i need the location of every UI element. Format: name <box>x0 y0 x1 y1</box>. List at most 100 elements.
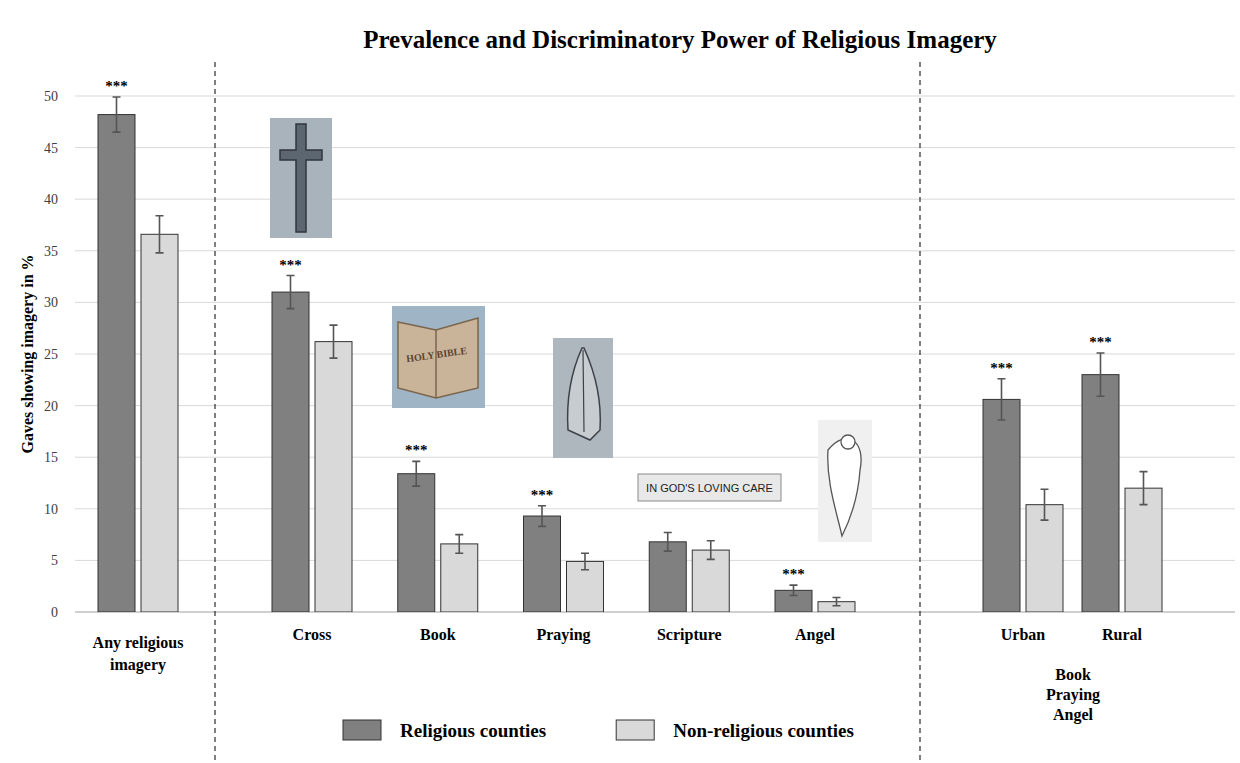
error-bar <box>790 585 798 595</box>
error-bar <box>1041 489 1049 520</box>
hands-shape <box>568 348 601 440</box>
hands-icon <box>553 338 613 458</box>
hands-line <box>583 350 584 432</box>
grid-line <box>75 250 1235 251</box>
legend-swatch <box>343 720 381 740</box>
bars <box>98 97 1162 612</box>
section-label: BookPrayingAngel <box>1046 666 1100 724</box>
scripture-icon <box>638 474 781 501</box>
label-line: Angel <box>1053 706 1094 724</box>
grid-line <box>75 96 1235 97</box>
error-bar <box>581 553 589 570</box>
legend-swatch <box>616 720 654 740</box>
bar <box>315 342 352 612</box>
error-bar <box>113 97 121 132</box>
error-bar <box>538 506 546 527</box>
y-tick-label: 20 <box>44 399 58 414</box>
bar <box>272 292 309 612</box>
legend-label: Religious counties <box>400 720 546 741</box>
bar <box>983 399 1020 612</box>
grid-line <box>75 199 1235 200</box>
grid-line <box>75 147 1235 148</box>
label-line: Rural <box>1102 626 1143 643</box>
bar <box>1082 375 1119 612</box>
y-tick-label: 45 <box>44 141 58 156</box>
category-label: Urban <box>1001 626 1046 643</box>
y-tick-label: 40 <box>44 192 58 207</box>
y-tick-label: 0 <box>51 605 58 620</box>
error-bar <box>664 533 672 552</box>
book-text: HOLY BIBLE <box>405 345 467 364</box>
error-bar <box>1140 472 1148 505</box>
category-label: Book <box>420 626 456 643</box>
label-line: Praying <box>536 626 590 644</box>
category-label: Angel <box>795 626 836 644</box>
chart: 0 5 10 15 20 25 30 35 40 45 50 Prevalence and Discr… <box>0 0 1240 763</box>
cross-shape <box>280 124 322 232</box>
error-bar <box>330 325 338 358</box>
error-bar <box>998 379 1006 420</box>
title: Prevalence and Discriminatory Power of R… <box>363 26 997 53</box>
bar <box>98 115 135 612</box>
angel-icon <box>818 420 872 542</box>
significance-label: *** <box>279 257 302 273</box>
significance-label: *** <box>405 442 428 458</box>
y-axis-label: Gaves showing imagery in % <box>19 254 37 453</box>
label-line: imagery <box>110 656 166 674</box>
book-icon <box>392 306 485 408</box>
cross-icon <box>270 118 332 238</box>
bar <box>524 516 561 612</box>
error-bar <box>455 535 463 554</box>
category-label: Rural <box>1102 626 1143 643</box>
legend-label: Non-religious counties <box>673 720 854 741</box>
category-label: Scripture <box>657 626 722 644</box>
icons: HOLY BIBLE IN GOD'S LOVING CARE <box>270 118 872 542</box>
y-tick-label: 15 <box>44 450 58 465</box>
y-tick-label: 25 <box>44 347 58 362</box>
y-tick-label: 5 <box>51 553 58 568</box>
error-bar <box>1097 353 1105 396</box>
angel-head <box>841 435 855 449</box>
significance-label: *** <box>531 487 554 503</box>
label-line: Book <box>420 626 456 643</box>
significance-label: *** <box>782 566 805 582</box>
error-bar <box>287 276 295 309</box>
grid-line <box>75 405 1235 406</box>
significance-label: *** <box>1089 334 1112 350</box>
label-line: Urban <box>1001 626 1046 643</box>
category-label: Any religious imagery <box>93 634 184 674</box>
grid-line <box>75 302 1235 303</box>
label-line: Scripture <box>657 626 722 644</box>
y-tick-label: 10 <box>44 502 58 517</box>
bar <box>441 544 478 612</box>
book-spine <box>435 330 437 398</box>
section-divider <box>920 62 921 760</box>
error-bar <box>156 216 164 253</box>
label-line: Angel <box>795 626 836 644</box>
error-bar <box>833 598 841 606</box>
grid-line <box>75 354 1235 355</box>
section-divider <box>215 62 216 760</box>
significance-label: *** <box>990 360 1013 376</box>
bar <box>1125 488 1162 612</box>
error-bar <box>412 461 420 486</box>
label-line: Any religious <box>93 634 184 652</box>
y-tick-label: 30 <box>44 295 58 310</box>
error-bar <box>707 541 715 560</box>
significance-label: *** <box>105 78 128 94</box>
label-line: Cross <box>293 626 332 643</box>
legend: Religious counties Non-religious counties <box>343 720 854 741</box>
book-shape <box>398 318 478 398</box>
category-label: Cross <box>293 626 332 643</box>
grid-line <box>75 457 1235 458</box>
y-tick-label: 35 <box>44 244 58 259</box>
category-label: Praying <box>536 626 590 644</box>
label-line: Book <box>1055 666 1091 683</box>
bar <box>398 474 435 612</box>
background <box>0 0 1240 763</box>
scripture-text: IN GOD'S LOVING CARE <box>646 482 773 494</box>
bar <box>649 542 686 612</box>
bar <box>141 234 178 612</box>
angel-shape <box>828 439 861 536</box>
y-tick-label: 50 <box>44 89 58 104</box>
